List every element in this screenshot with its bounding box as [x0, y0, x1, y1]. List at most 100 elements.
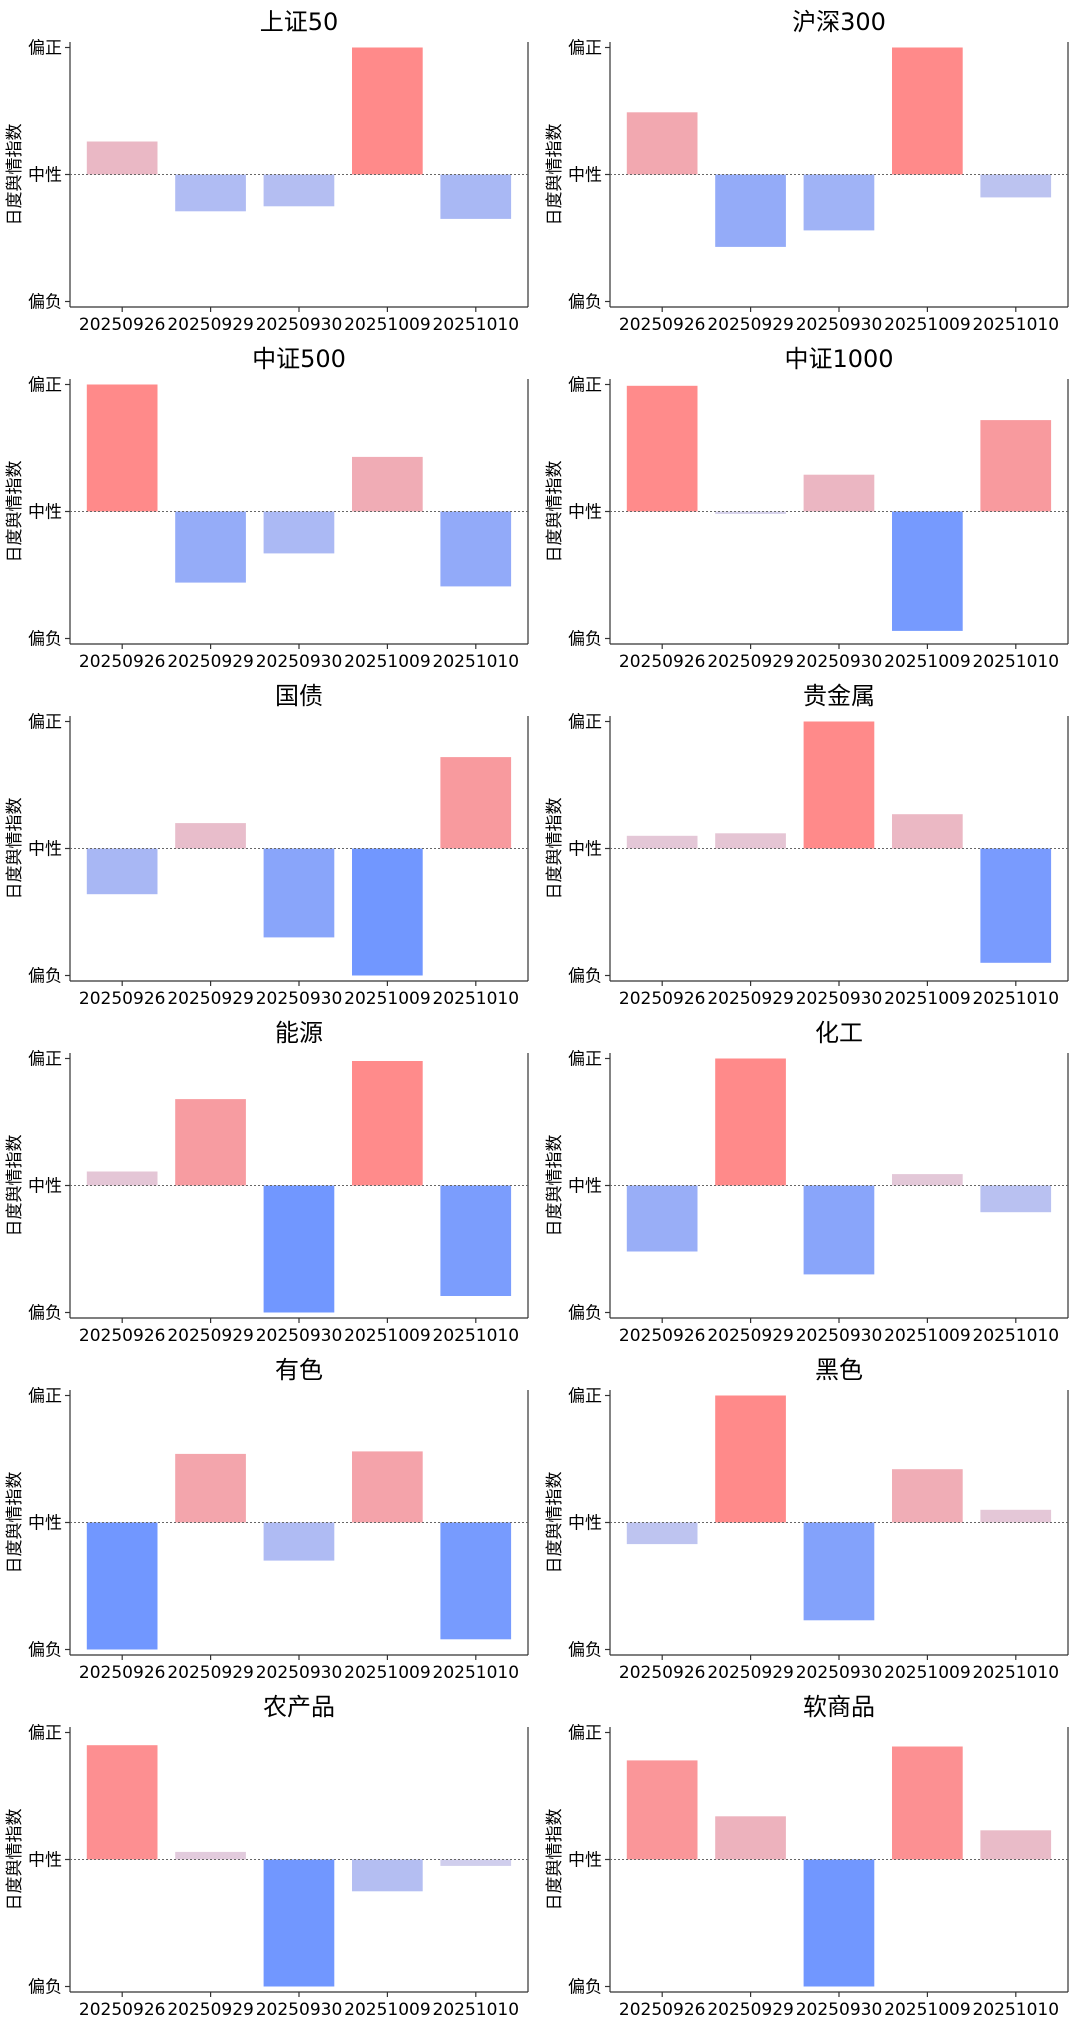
y-tick-positive: 偏正	[568, 1387, 602, 1407]
chart-panel: 上证50 日度舆情指数 偏正 中性 偏负 20250926 20250929 20250930…	[0, 0, 540, 337]
bar	[626, 1522, 698, 1545]
y-tick-positive: 偏正	[28, 713, 62, 733]
x-tick-label: 20250930	[256, 989, 343, 1009]
bar	[86, 384, 158, 512]
x-tick-label: 20251009	[884, 2000, 971, 2020]
y-axis-label: 日度舆情指数	[5, 1135, 25, 1237]
chart-panel: 有色 日度舆情指数 偏正 中性 偏负 20250926 20250929 20250930 20…	[0, 1348, 540, 1685]
chart-title: 有色	[275, 1356, 323, 1384]
bar	[803, 1522, 875, 1621]
bar	[263, 174, 335, 207]
bar	[715, 511, 786, 514]
y-tick-neutral: 中性	[568, 1177, 602, 1197]
bar	[626, 835, 698, 849]
x-tick-label: 20251010	[973, 989, 1060, 1009]
x-tick-label: 20250929	[167, 1326, 254, 1346]
x-tick-label: 20251010	[973, 1663, 1060, 1683]
x-tick-label: 20250926	[79, 989, 166, 1009]
chart-title: 上证50	[260, 8, 339, 36]
y-tick-negative: 偏负	[568, 293, 602, 313]
x-tick-label: 20250930	[796, 2000, 883, 2020]
y-axis-label: 日度舆情指数	[545, 1135, 565, 1237]
bar	[263, 848, 335, 938]
bar	[626, 112, 698, 175]
bar	[892, 511, 963, 631]
x-tick-label: 20251009	[344, 315, 431, 335]
x-tick-label: 20250930	[796, 652, 883, 672]
y-tick-positive: 偏正	[568, 1050, 602, 1070]
x-tick-label: 20250929	[707, 1326, 794, 1346]
bar	[892, 1469, 963, 1523]
x-tick-label: 20250930	[256, 652, 343, 672]
bar	[715, 1816, 786, 1860]
x-tick-label: 20250926	[619, 652, 706, 672]
y-tick-neutral: 中性	[568, 1514, 602, 1534]
bar	[803, 174, 875, 231]
x-tick-label: 20251009	[884, 1326, 971, 1346]
x-tick-label: 20250926	[79, 652, 166, 672]
x-tick-label: 20251010	[973, 1326, 1060, 1346]
y-tick-negative: 偏负	[28, 1641, 62, 1661]
bar	[86, 1745, 158, 1860]
x-tick-label: 20250929	[707, 1663, 794, 1683]
x-tick-label: 20250926	[79, 1663, 166, 1683]
bar	[626, 1760, 698, 1860]
bar	[352, 456, 423, 512]
bar	[980, 1185, 1052, 1213]
bar	[86, 848, 158, 895]
bar	[892, 1174, 963, 1186]
bar	[352, 1451, 423, 1523]
x-tick-label: 20250926	[79, 1326, 166, 1346]
chart-panel: 贵金属 日度舆情指数 偏正 中性 偏负 20250926 20250929 20250930 2…	[540, 674, 1080, 1011]
y-tick-negative: 偏负	[568, 967, 602, 987]
y-tick-neutral: 中性	[28, 1514, 62, 1534]
y-tick-negative: 偏负	[568, 1304, 602, 1324]
bar	[352, 1061, 423, 1186]
x-tick-label: 20251010	[973, 315, 1060, 335]
y-tick-negative: 偏负	[28, 1978, 62, 1998]
y-tick-negative: 偏负	[568, 1641, 602, 1661]
y-axis-label: 日度舆情指数	[545, 1809, 565, 1911]
chart-title: 软商品	[803, 1693, 875, 1721]
y-tick-neutral: 中性	[28, 840, 62, 860]
bar	[892, 47, 963, 175]
x-tick-label: 20250930	[796, 989, 883, 1009]
chart-title: 国债	[275, 682, 323, 710]
x-tick-label: 20250930	[256, 2000, 343, 2020]
x-tick-label: 20250930	[256, 1663, 343, 1683]
y-axis-label: 日度舆情指数	[545, 124, 565, 226]
y-tick-positive: 偏正	[568, 1724, 602, 1744]
bar	[175, 1453, 246, 1523]
y-tick-positive: 偏正	[568, 39, 602, 59]
bar	[803, 1859, 875, 1987]
chart-panel: 化工 日度舆情指数 偏正 中性 偏负 20250926 20250929 20250930 20…	[540, 1011, 1080, 1348]
y-axis-label: 日度舆情指数	[545, 798, 565, 900]
bar	[175, 174, 246, 212]
x-tick-label: 20250929	[707, 989, 794, 1009]
y-tick-negative: 偏负	[568, 630, 602, 650]
chart-title: 贵金属	[803, 682, 875, 710]
y-axis-label: 日度舆情指数	[545, 461, 565, 563]
bar	[980, 420, 1052, 512]
x-tick-label: 20250929	[707, 652, 794, 672]
x-tick-label: 20251010	[973, 2000, 1060, 2020]
bar	[352, 1859, 423, 1892]
bar	[980, 1830, 1052, 1860]
y-tick-neutral: 中性	[28, 1851, 62, 1871]
chart-title: 沪深300	[792, 8, 886, 36]
y-tick-negative: 偏负	[568, 1978, 602, 1998]
x-tick-label: 20250926	[79, 2000, 166, 2020]
y-tick-positive: 偏正	[28, 39, 62, 59]
chart-panel: 黑色 日度舆情指数 偏正 中性 偏负 20250926 20250929 20250930 20…	[540, 1348, 1080, 1685]
y-tick-positive: 偏正	[28, 376, 62, 396]
x-tick-label: 20250926	[79, 315, 166, 335]
y-axis-label: 日度舆情指数	[5, 124, 25, 226]
bar	[980, 848, 1052, 963]
y-tick-positive: 偏正	[28, 1050, 62, 1070]
